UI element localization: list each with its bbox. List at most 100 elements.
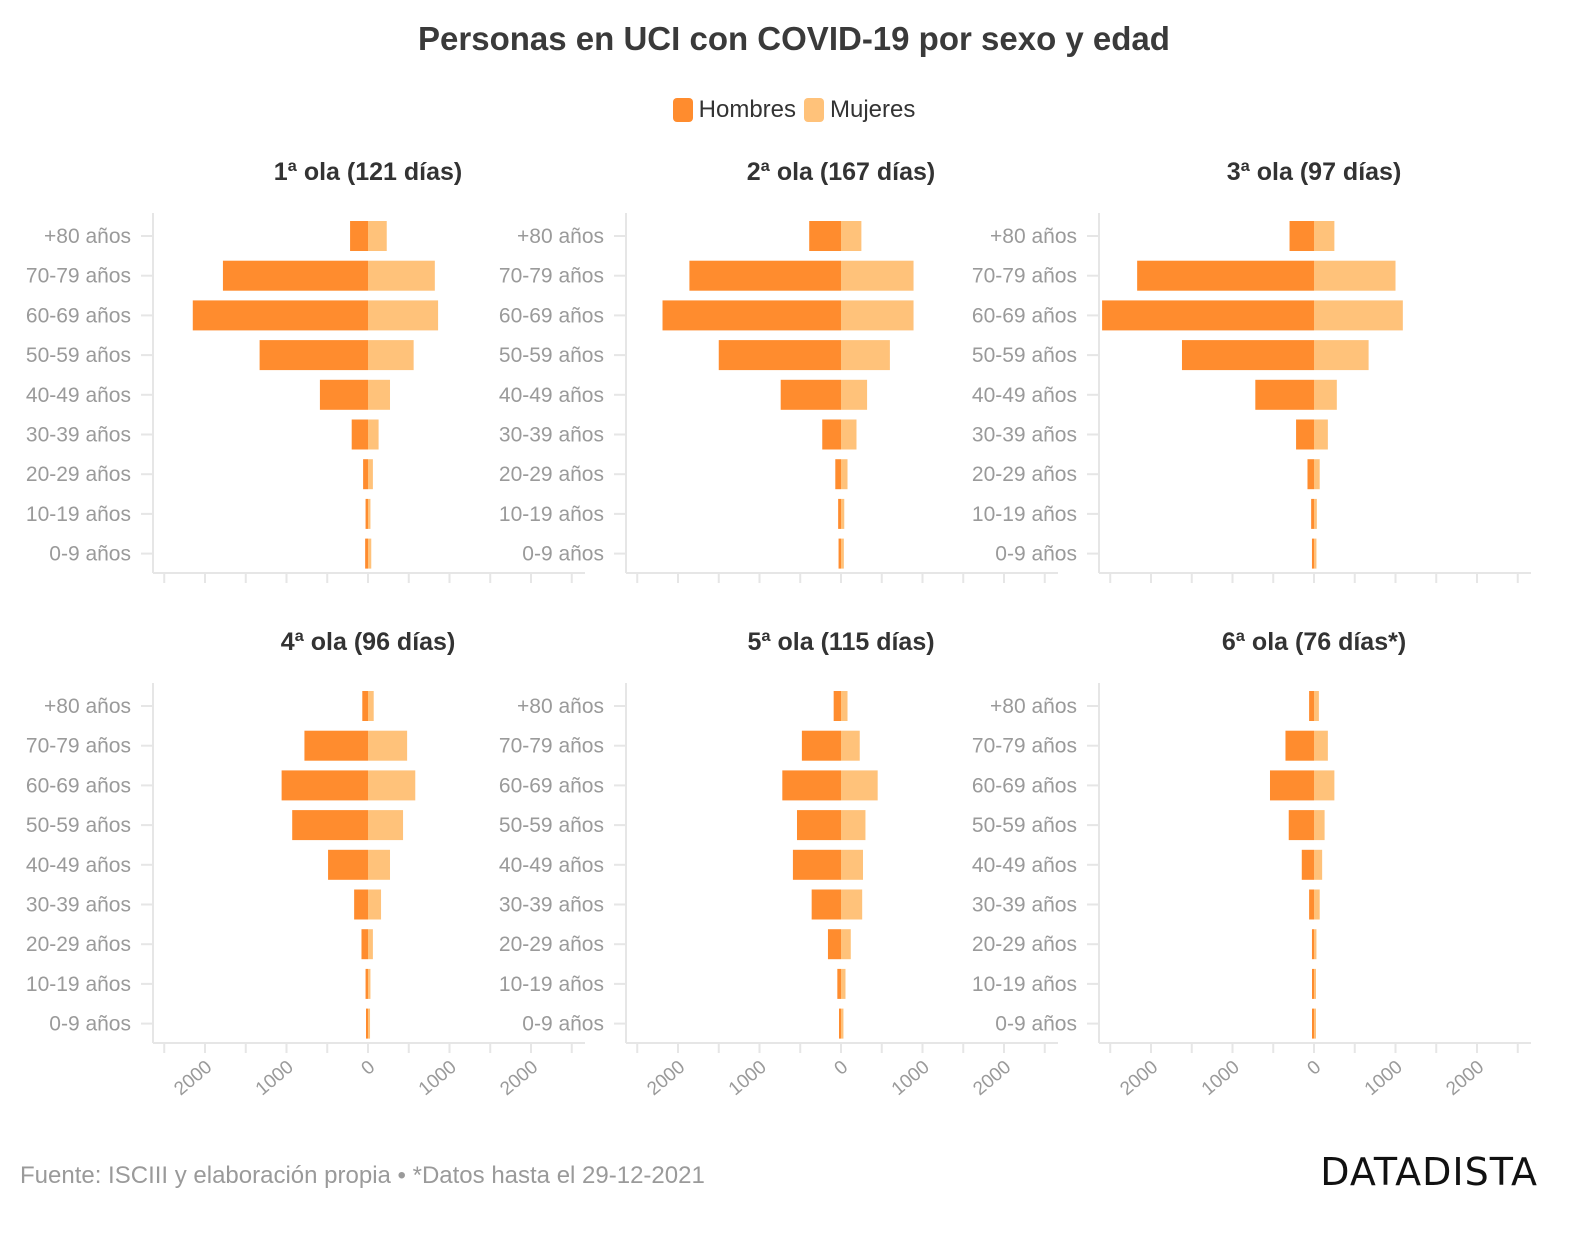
bar-mujeres <box>841 889 863 920</box>
bar-mujeres <box>368 889 382 920</box>
category-label: 50-59 años <box>972 344 1077 367</box>
category-label: 10-19 años <box>499 973 604 996</box>
category-label: 0-9 años <box>522 1013 604 1036</box>
category-label: +80 años <box>517 695 604 718</box>
legend-swatch-mujeres <box>804 98 824 122</box>
bar-hombres <box>259 340 368 371</box>
bar-hombres <box>835 459 841 490</box>
category-label: 60-69 años <box>499 304 604 327</box>
bar-mujeres <box>841 340 890 371</box>
bar-mujeres <box>1314 1008 1316 1039</box>
bar-hombres <box>780 379 841 410</box>
panel-title: 6ª ola (76 días*) <box>1222 628 1406 656</box>
bar-mujeres <box>841 379 868 410</box>
category-label: 20-29 años <box>972 933 1077 956</box>
bar-hombres <box>1312 968 1314 999</box>
category-label: 50-59 años <box>972 814 1077 837</box>
category-label: +80 años <box>44 225 131 248</box>
category-label: +80 años <box>517 225 604 248</box>
bar-mujeres <box>1314 379 1337 410</box>
category-label: +80 años <box>990 225 1077 248</box>
category-label: 0-9 años <box>522 543 604 566</box>
category-label: 40-49 años <box>972 384 1077 407</box>
bar-mujeres <box>368 260 435 291</box>
bar-mujeres <box>1314 340 1369 371</box>
bar-mujeres <box>841 538 844 569</box>
bar-mujeres <box>1314 498 1317 529</box>
bar-mujeres <box>1314 889 1320 920</box>
bar-mujeres <box>1314 260 1396 291</box>
bar-mujeres <box>841 929 851 960</box>
bar-hombres <box>1309 691 1314 721</box>
bar-mujeres <box>841 810 866 841</box>
bar-mujeres <box>1314 770 1335 801</box>
bar-hombres <box>1311 498 1314 529</box>
category-label: 60-69 años <box>499 774 604 797</box>
x-tick-label: 1000 <box>252 1057 298 1100</box>
category-label: 60-69 años <box>972 774 1077 797</box>
bar-hombres <box>837 968 841 999</box>
category-label: 40-49 años <box>26 854 131 877</box>
bar-mujeres <box>368 221 387 251</box>
source-footer: Fuente: ISCIII y elaboración propia • *D… <box>20 1162 705 1189</box>
bar-mujeres <box>841 419 857 450</box>
bar-hombres <box>361 929 368 960</box>
bar-hombres <box>350 221 368 251</box>
bar-mujeres <box>841 260 914 291</box>
category-label: 70-79 años <box>499 735 604 758</box>
bar-mujeres <box>841 1008 844 1039</box>
panel-title: 5ª ola (115 días) <box>747 628 934 656</box>
category-label: 50-59 años <box>499 814 604 837</box>
bar-hombres <box>1137 260 1314 291</box>
bar-hombres <box>354 889 368 920</box>
category-label: 40-49 años <box>499 854 604 877</box>
panel-title: 1ª ola (121 días) <box>274 158 463 186</box>
category-label: 30-39 años <box>972 424 1077 447</box>
bar-hombres <box>811 889 841 920</box>
bar-mujeres <box>841 770 878 801</box>
bar-hombres <box>304 730 368 761</box>
category-label: 20-29 años <box>26 463 131 486</box>
category-label: 40-49 años <box>26 384 131 407</box>
bar-mujeres <box>368 730 408 761</box>
bar-hombres <box>1312 1008 1314 1039</box>
x-tick-label: 0 <box>1304 1057 1326 1080</box>
category-label: 20-29 años <box>499 463 604 486</box>
bar-mujeres <box>368 379 391 410</box>
x-tick-label: 1000 <box>1198 1057 1244 1100</box>
category-label: 30-39 años <box>499 894 604 917</box>
bar-mujeres <box>368 1008 371 1039</box>
category-label: 60-69 años <box>26 304 131 327</box>
category-label: 10-19 años <box>972 973 1077 996</box>
x-tick-label: 2000 <box>1442 1057 1488 1100</box>
bar-mujeres <box>368 300 439 331</box>
category-label: 10-19 años <box>26 503 131 526</box>
category-label: 60-69 años <box>26 774 131 797</box>
panel-title: 2ª ola (167 días) <box>747 158 936 186</box>
bar-hombres <box>1311 929 1314 960</box>
bar-hombres <box>689 260 841 291</box>
bar-mujeres <box>841 459 848 490</box>
category-label: 30-39 años <box>26 894 131 917</box>
chart-title: Personas en UCI con COVID-19 por sexo y … <box>418 20 1170 57</box>
bar-hombres <box>809 221 841 251</box>
x-tick-label: 2000 <box>1116 1057 1162 1100</box>
bar-mujeres <box>1314 221 1335 251</box>
legend-item-hombres[interactable]: Hombres <box>672 96 796 124</box>
bar-hombres <box>718 340 841 371</box>
bar-mujeres <box>1314 849 1323 880</box>
legend-item-mujeres[interactable]: Mujeres <box>804 96 915 124</box>
bar-mujeres <box>1314 538 1317 569</box>
category-label: 40-49 años <box>499 384 604 407</box>
category-label: 10-19 años <box>972 503 1077 526</box>
bar-hombres <box>838 538 841 569</box>
bar-hombres <box>222 260 368 291</box>
bar-mujeres <box>841 691 848 721</box>
bar-hombres <box>839 1008 841 1039</box>
category-label: 30-39 años <box>26 424 131 447</box>
category-label: 0-9 años <box>49 543 131 566</box>
bar-hombres <box>833 691 841 721</box>
category-label: 70-79 años <box>972 265 1077 288</box>
bar-mujeres <box>368 691 374 721</box>
bar-hombres <box>1289 221 1314 251</box>
